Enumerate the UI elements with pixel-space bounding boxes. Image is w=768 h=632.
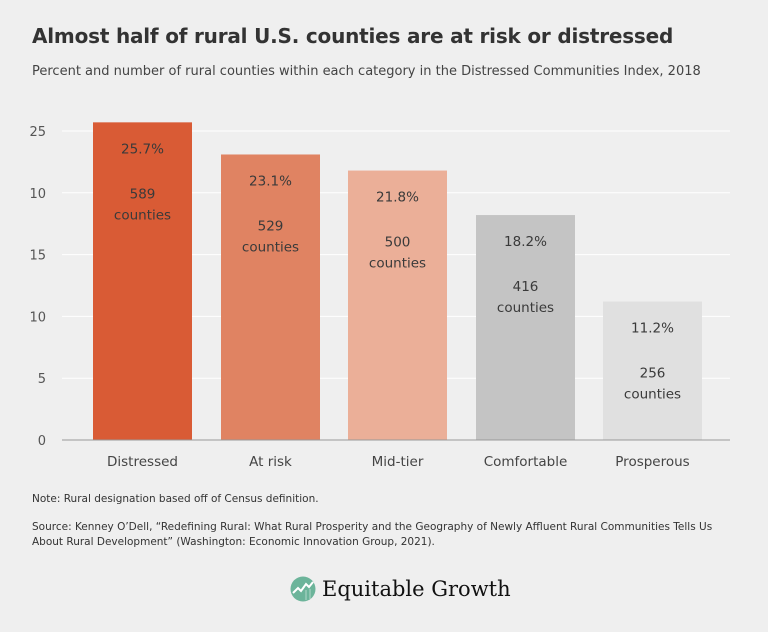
count-label: 256 — [640, 366, 666, 382]
note: Note: Rural designation based off of Cen… — [32, 493, 319, 505]
bar — [348, 170, 447, 440]
chart-title: Almost half of rural U.S. counties are a… — [32, 24, 674, 48]
count-label: 529 — [258, 218, 284, 234]
percent-label: 21.8% — [376, 190, 419, 206]
count-label: 589 — [130, 186, 156, 202]
count-unit-label: counties — [369, 256, 426, 272]
x-tick-label: Distressed — [107, 454, 178, 470]
logo-text: Equitable Growth — [322, 577, 511, 601]
y-tick-label: 10 — [29, 187, 46, 202]
bar — [603, 301, 702, 440]
count-unit-label: counties — [497, 300, 554, 316]
count-unit-label: counties — [114, 207, 171, 223]
x-tick-label: Prosperous — [615, 454, 689, 470]
percent-label: 11.2% — [631, 321, 674, 337]
x-tick-label: At risk — [249, 454, 292, 470]
y-tick-label: 5 — [38, 372, 46, 387]
y-tick-label: 10 — [29, 310, 46, 325]
y-tick-label: 0 — [38, 434, 46, 449]
count-unit-label: counties — [624, 387, 681, 403]
count-label: 500 — [385, 235, 411, 251]
count-label: 416 — [513, 279, 539, 295]
x-tick-label: Mid-tier — [372, 454, 424, 470]
growth-logo-icon — [290, 576, 316, 602]
x-tick-label: Comfortable — [484, 454, 568, 470]
percent-label: 18.2% — [504, 234, 547, 250]
bar — [476, 215, 575, 440]
logo: Equitable Growth — [290, 576, 511, 602]
bar — [93, 122, 192, 441]
source: Source: Kenney O’Dell, “Redefining Rural… — [32, 521, 713, 548]
count-unit-label: counties — [242, 239, 299, 255]
bar-chart: 0 5 10 15 10 25 25.7% 589 counties Distressed 23.1… — [29, 122, 730, 470]
y-tick-label: 25 — [29, 125, 46, 140]
chart-subtitle: Percent and number of rural counties wit… — [32, 64, 701, 79]
percent-label: 25.7% — [121, 141, 164, 157]
bar — [221, 154, 320, 440]
y-tick-label: 15 — [29, 249, 46, 264]
percent-label: 23.1% — [249, 173, 292, 189]
